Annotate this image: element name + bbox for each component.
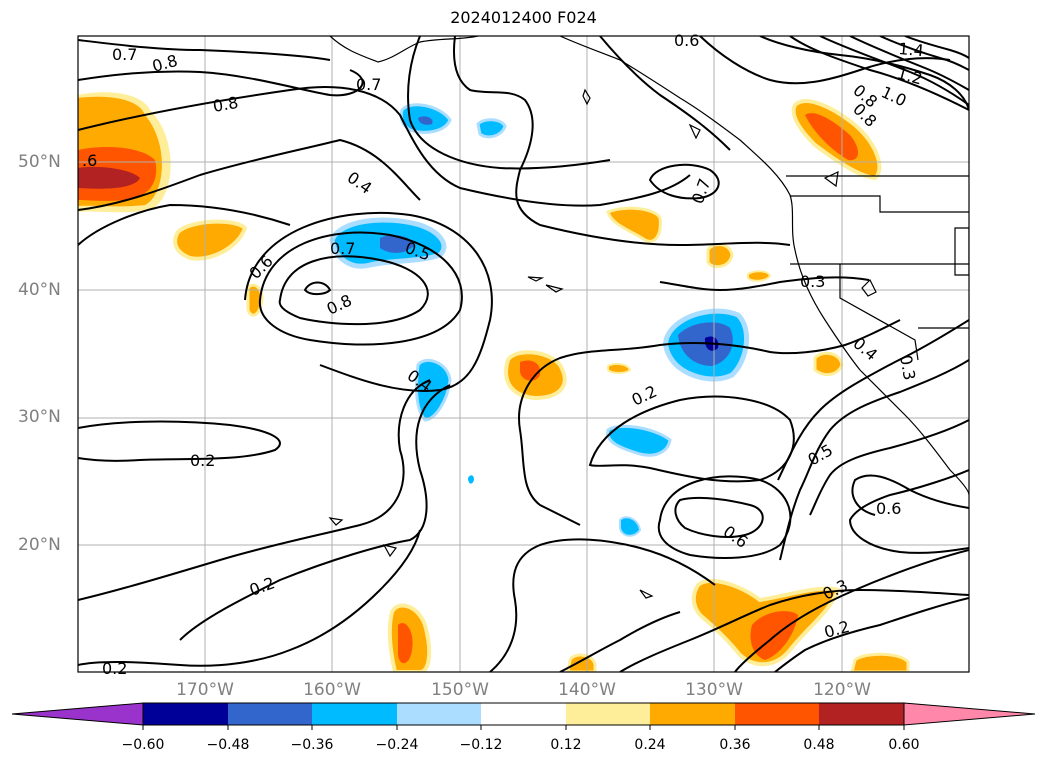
colorbar-segment — [819, 703, 904, 725]
warm-anomaly-165w — [246, 283, 264, 317]
contour-label: 0.3 — [800, 272, 825, 291]
lon-label: 120°W — [813, 680, 871, 700]
cold-anomaly-137w — [606, 424, 672, 457]
colorbar-tick-label: −0.36 — [290, 737, 334, 753]
contour-label: .6 — [82, 151, 97, 170]
colorbar-tick-label: 0.36 — [719, 737, 751, 753]
contour-label: 0.8 — [324, 291, 355, 319]
gridlines — [78, 36, 969, 672]
contour-label: 0.6 — [720, 522, 752, 552]
contour-label: 0.2 — [629, 382, 660, 410]
colorbar-segment — [228, 703, 312, 725]
lat-label: 20°N — [18, 535, 61, 555]
warm-anomaly-138w-small — [607, 362, 632, 374]
contour-label: 0.2 — [822, 617, 852, 642]
warm-anomaly-121w — [813, 351, 844, 377]
contour-label: 0.4 — [849, 334, 881, 365]
contour-label: 0.7 — [688, 176, 715, 206]
colorbar-tick-label: −0.48 — [206, 737, 250, 753]
colorbar-tick-label: −0.24 — [375, 737, 419, 753]
contour-label: 0.7 — [330, 239, 355, 258]
lat-label: 30°N — [18, 407, 61, 427]
colorbar-tick-label: 0.60 — [888, 737, 920, 753]
contour-label: 0.2 — [190, 451, 215, 470]
colorbar-segment — [650, 703, 735, 725]
coastlines — [328, 36, 969, 599]
colorbar-segment — [397, 703, 481, 725]
colorbar-segment — [735, 703, 819, 725]
warm-anomaly-131w — [706, 243, 734, 269]
colorbar-tick-label: 0.24 — [634, 737, 666, 753]
contour-label: 0.6 — [674, 31, 699, 50]
contour-label: 0.8 — [211, 93, 239, 116]
contour-lines — [78, 36, 969, 672]
contour-label: 0.2 — [247, 573, 277, 600]
lon-label: 150°W — [431, 680, 489, 700]
colorbar-tick-label: −0.60 — [121, 737, 165, 753]
contour-labels: 0.7 0.8 0.8 0.7 0.6 1.4 1.2 1.0 0.8 0.8 … — [82, 31, 925, 678]
colorbar-tick-label: −0.12 — [459, 737, 503, 753]
warm-anomaly-118w — [850, 652, 910, 672]
colorbar-segment — [312, 703, 397, 725]
colorbar — [11, 702, 1036, 730]
colorbar-tick-label: 0.12 — [550, 737, 582, 753]
colorbar-segment — [143, 703, 228, 725]
contour-label: 0.7 — [356, 75, 381, 94]
cold-anomaly-150w-dot — [468, 475, 474, 484]
colorbar-tick-label: 0.48 — [803, 737, 835, 753]
filled-anomaly-layer — [78, 92, 910, 672]
lon-label: 130°W — [685, 680, 743, 700]
warm-anomaly-138w — [606, 206, 662, 243]
warm-anomaly-142w — [566, 653, 597, 672]
contour-label: 1.4 — [898, 39, 925, 60]
cold-anomaly-138w-small — [619, 516, 642, 537]
contour-label: 0.2 — [102, 659, 127, 678]
colorbar-segment — [481, 703, 566, 725]
lon-label: 160°W — [303, 680, 361, 700]
colorbar-over-arrow — [903, 702, 1036, 726]
cold-anomaly-150w — [476, 118, 507, 139]
lon-label: 140°W — [558, 680, 616, 700]
warm-anomaly-125w-north-core — [805, 113, 859, 161]
map-title: 2024012400 F024 — [450, 8, 597, 27]
contour-label: 0.6 — [876, 499, 901, 518]
warm-anomaly-nw — [78, 92, 171, 213]
lat-label: 50°N — [18, 152, 61, 172]
colorbar-under-arrow — [11, 702, 144, 726]
colorbar-segment — [566, 703, 650, 725]
contour-label: 1.0 — [878, 82, 909, 110]
map-frame-border — [77, 35, 970, 673]
contour-label: 0.4 — [344, 168, 376, 198]
colorbar-outline — [142, 702, 905, 726]
contour-label: 0.7 — [112, 45, 137, 64]
warm-anomaly-127w — [747, 270, 772, 282]
contour-label: 0.5 — [805, 440, 837, 469]
contour-label: 1.2 — [895, 64, 925, 89]
warm-anomaly-154w-core — [398, 622, 413, 664]
lon-label: 170°W — [176, 680, 234, 700]
contour-label: 0.3 — [896, 353, 919, 381]
warm-anomaly-170w — [173, 219, 248, 261]
lat-label: 40°N — [18, 280, 61, 300]
cold-anomaly-157w-core — [418, 116, 433, 125]
